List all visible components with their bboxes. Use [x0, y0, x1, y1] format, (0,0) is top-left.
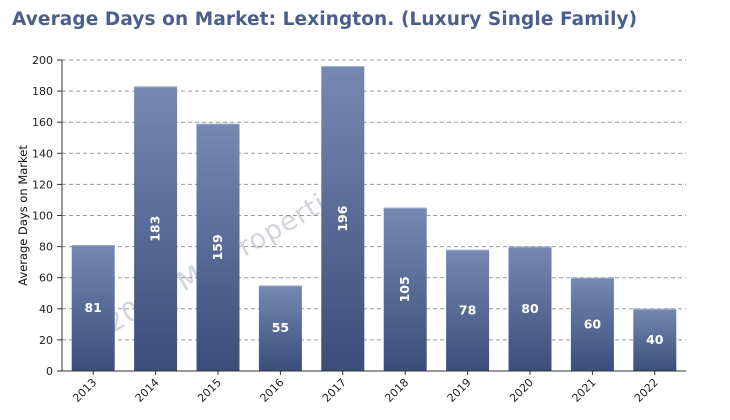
x-tick-label: 2016: [258, 376, 287, 405]
y-tick-label: 0: [46, 365, 53, 378]
x-tick-label: 2020: [507, 376, 536, 405]
x-tick-label: 2019: [445, 376, 474, 405]
data-label-2018: 105: [397, 276, 412, 302]
x-tick-label: 2013: [70, 376, 99, 405]
bar-2016: [258, 285, 302, 371]
bar-2015: [196, 123, 240, 371]
bar-2018: [383, 207, 427, 371]
y-tick-label: 160: [32, 116, 53, 129]
y-tick-label: 100: [32, 210, 53, 223]
bar-2021: [570, 277, 614, 371]
chart-title: Average Days on Market: Lexington. (Luxu…: [12, 9, 638, 30]
data-label-2019: 78: [459, 302, 476, 317]
y-tick-label: 140: [32, 147, 53, 160]
bar-2014: [134, 86, 178, 371]
bar-2017: [321, 66, 365, 371]
axes: [61, 60, 686, 372]
data-label-2020: 80: [521, 301, 539, 316]
bar-2020: [508, 246, 552, 371]
y-tick-label: 180: [32, 85, 53, 98]
data-label-2021: 60: [584, 316, 602, 331]
y-axis-label: Average Days on Market: [16, 145, 30, 286]
x-tick-label: 2017: [320, 376, 349, 405]
x-tick-label: 2018: [382, 376, 411, 405]
x-axis-ticks: 2013 2014 2015 2016 2017 2018 2019 2020 2021 2022: [70, 371, 661, 405]
y-tick-label: 80: [39, 241, 53, 254]
x-tick-label: 2014: [133, 376, 162, 405]
data-label-2013: 81: [84, 300, 101, 315]
y-tick-label: 40: [39, 303, 53, 316]
bar-2019: [446, 249, 490, 371]
y-tick-label: 60: [39, 272, 53, 285]
bars: [71, 66, 677, 371]
bar-2022: [633, 308, 677, 371]
data-labels: 81 183 159 55 196 105 78 80 60 40: [84, 205, 663, 347]
y-axis-ticks: 0 20 40 60 80 100 120 140 160 180 200: [32, 54, 62, 378]
x-tick-label: 2021: [570, 376, 599, 405]
data-label-2014: 183: [148, 216, 163, 242]
y-tick-label: 20: [39, 334, 53, 347]
bar-2013: [71, 245, 115, 371]
y-tick-label: 200: [32, 54, 53, 67]
data-label-2022: 40: [646, 332, 664, 347]
data-label-2017: 196: [335, 205, 350, 231]
data-label-2015: 159: [210, 234, 225, 260]
x-tick-label: 2015: [195, 376, 224, 405]
data-label-2016: 55: [272, 320, 289, 335]
y-tick-label: 120: [32, 178, 53, 191]
x-tick-label: 2022: [632, 376, 661, 405]
